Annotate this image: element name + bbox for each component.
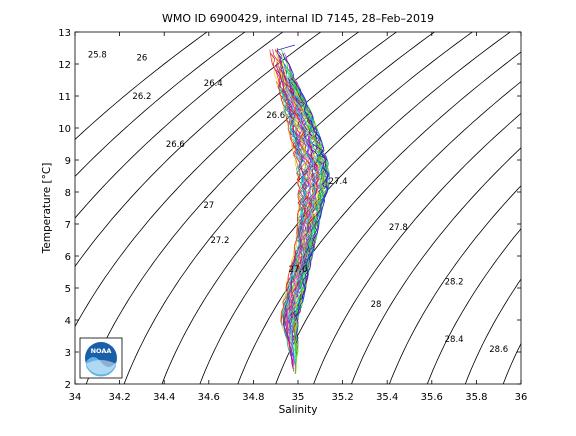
y-tick-label: 11 <box>58 92 71 103</box>
x-tick-label: 35.4 <box>376 392 398 403</box>
contour-label: 26.4 <box>204 79 223 89</box>
x-tick-label: 34.2 <box>108 392 130 403</box>
density-contour <box>314 0 576 384</box>
x-tick-label: 34.8 <box>242 392 264 403</box>
noaa-logo: NOAA <box>80 338 122 378</box>
contour-label: 27.6 <box>289 265 308 275</box>
contour-label: 28.4 <box>445 335 464 345</box>
contour-label: 26.2 <box>132 92 151 102</box>
y-tick-label: 13 <box>58 28 71 39</box>
density-contour <box>427 0 576 384</box>
y-tick-label: 4 <box>65 316 71 327</box>
contour-label: 28.2 <box>445 278 464 288</box>
contour-label: 27.8 <box>389 223 408 233</box>
noaa-logo-text: NOAA <box>91 347 112 355</box>
y-tick-label: 8 <box>65 188 71 199</box>
y-tick-label: 7 <box>65 220 71 231</box>
density-contour <box>352 0 576 384</box>
y-tick-label: 6 <box>65 252 71 263</box>
contour-label: 28 <box>371 300 382 310</box>
contour-label: 26 <box>136 54 147 64</box>
contour-label: 26.6 <box>266 111 285 121</box>
contour-label: 25.8 <box>88 50 107 60</box>
density-contour <box>162 0 542 384</box>
profile-lines <box>270 45 329 374</box>
density-contour <box>389 0 576 384</box>
y-tick-label: 3 <box>65 348 71 359</box>
y-tick-label: 9 <box>65 156 71 167</box>
contour-label: 27.4 <box>329 177 348 187</box>
chart-title: WMO ID 6900429, internal ID 7145, 28–Feb… <box>162 12 434 25</box>
x-tick-label: 35 <box>292 392 305 403</box>
contour-label: 27 <box>203 201 214 211</box>
x-tick-label: 35.6 <box>421 392 443 403</box>
contour-label: 28.6 <box>489 345 508 355</box>
contour-label: 27.2 <box>210 236 229 246</box>
x-tick-label: 34 <box>69 392 82 403</box>
y-axis-label: Temperature [°C] <box>41 163 53 255</box>
x-axis-label: Salinity <box>279 404 318 416</box>
density-contour <box>276 0 576 384</box>
y-tick-label: 2 <box>65 380 71 391</box>
y-tick-label: 10 <box>58 124 71 135</box>
y-tick-label: 12 <box>58 60 71 71</box>
density-contour <box>541 0 576 384</box>
x-tick-label: 35.8 <box>465 392 487 403</box>
x-tick-label: 34.6 <box>198 392 220 403</box>
x-tick-label: 34.4 <box>153 392 175 403</box>
y-tick-label: 5 <box>65 284 71 295</box>
contour-label: 26.6 <box>166 140 185 150</box>
x-tick-label: 35.2 <box>331 392 353 403</box>
x-tick-label: 36 <box>515 392 528 403</box>
